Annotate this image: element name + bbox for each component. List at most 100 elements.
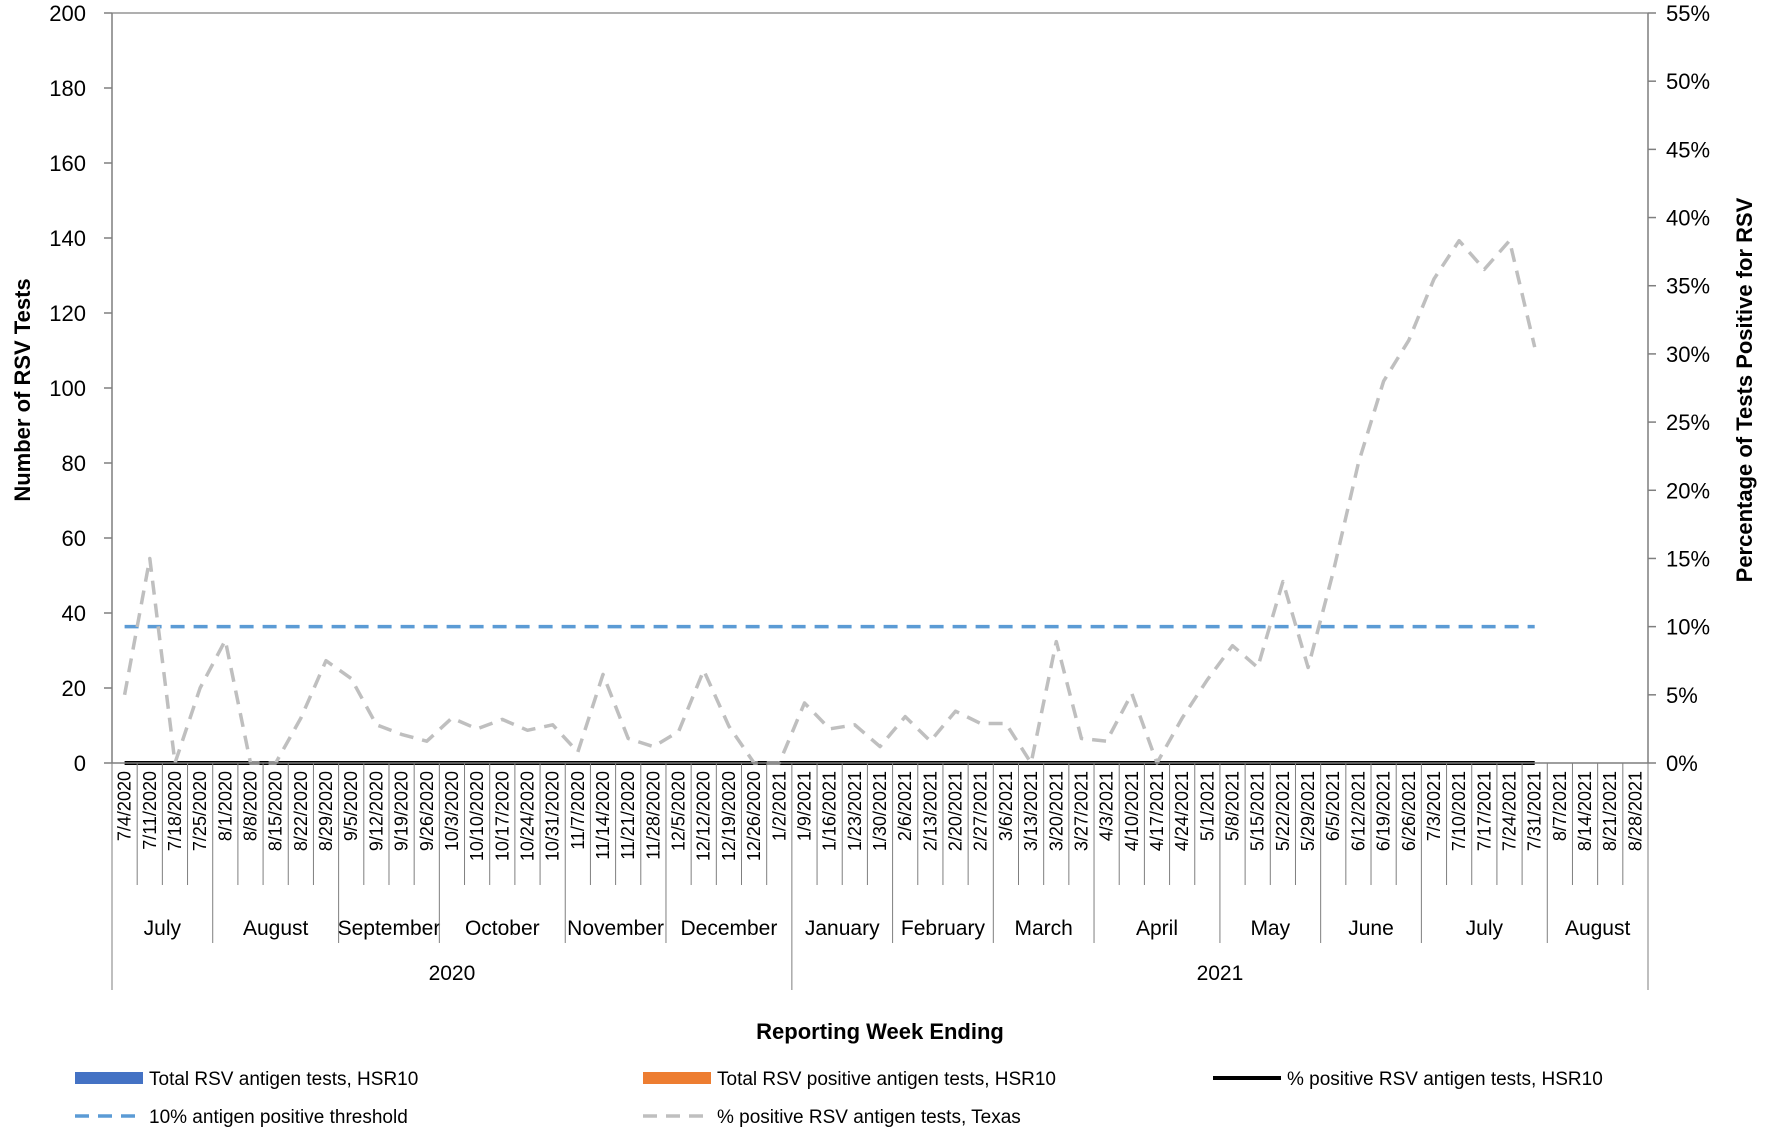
left-tick-label: 200 [49,1,86,26]
week-tick-label: 4/10/2021 [1122,771,1142,851]
week-tick-label: 8/15/2020 [266,771,286,851]
right-tick-label: 55% [1666,1,1710,26]
left-axis-ticks: 0 20 40 60 80 100 120 140 160 180 200 [49,1,112,776]
week-tick-label: 9/12/2020 [366,771,386,851]
legend-label: % positive RSV antigen tests, Texas [717,1107,1021,1127]
month-label: January [805,917,880,940]
week-tick-label: 6/19/2021 [1374,771,1394,851]
week-tick-label: 12/26/2020 [744,771,764,861]
right-tick-label: 40% [1666,206,1710,231]
week-tick-label: 8/8/2020 [240,771,260,841]
left-tick-label: 140 [49,226,86,251]
legend-item: Total RSV positive antigen tests, HSR10 [643,1069,1056,1090]
week-tick-label: 1/16/2021 [820,771,840,851]
week-tick-label: 7/18/2020 [165,771,185,851]
x-axis-month-labels: July August September October November Decemb… [111,885,1649,943]
week-tick-label: 5/1/2021 [1197,771,1217,841]
week-tick-label: 2/13/2021 [920,771,940,851]
week-tick-label: 5/29/2021 [1298,771,1318,851]
week-tick-label: 10/10/2020 [467,771,487,861]
y-axis-left-title: Number of RSV Tests [10,278,35,501]
right-tick-label: 10% [1666,615,1710,640]
week-tick-label: 7/24/2021 [1500,771,1520,851]
month-label: March [1014,917,1072,940]
week-tick-label: 1/2/2021 [769,771,789,841]
right-tick-label: 30% [1666,342,1710,367]
legend-label: % positive RSV antigen tests, HSR10 [1287,1069,1603,1090]
week-tick-label: 3/6/2021 [996,771,1016,841]
month-label: July [144,917,182,940]
line-series-layer [122,238,1537,765]
week-tick-label: 1/30/2021 [870,771,890,851]
week-tick-label: 7/31/2021 [1525,771,1545,851]
y-axis-right-title: Percentage of Tests Positive for RSV [1732,197,1757,582]
week-tick-label: 4/24/2021 [1172,771,1192,851]
week-tick-label: 10/31/2020 [543,771,563,861]
week-tick-label: 6/12/2021 [1348,771,1368,851]
legend-swatch [75,1072,143,1084]
week-tick-label: 2/27/2021 [971,771,991,851]
week-tick-label: 3/27/2021 [1071,771,1091,851]
week-tick-label: 6/5/2021 [1323,771,1343,841]
x-axis-year-labels: 2020 2021 [111,943,1649,990]
left-tick-label: 80 [62,451,86,476]
week-tick-label: 8/29/2020 [316,771,336,851]
right-tick-label: 35% [1666,274,1710,299]
x-axis-week-labels: 7/4/2020 7/11/2020 7/18/2020 7/25/2020 8/1/2… [111,763,1649,885]
week-tick-label: 9/5/2020 [341,771,361,841]
left-tick-label: 0 [74,751,86,776]
legend-label: Total RSV antigen tests, HSR10 [149,1069,418,1090]
week-tick-label: 7/25/2020 [190,771,210,851]
week-tick-label: 5/8/2021 [1223,771,1243,841]
week-tick-label: 9/19/2020 [392,771,412,851]
legend-label: 10% antigen positive threshold [149,1107,408,1127]
series-line [122,238,1537,765]
right-tick-label: 5% [1666,683,1698,708]
year-label: 2021 [1197,962,1244,985]
month-label: November [567,917,664,940]
week-tick-label: 10/17/2020 [492,771,512,861]
month-label: August [1565,917,1631,940]
week-tick-label: 11/7/2020 [568,771,588,850]
week-tick-label: 7/10/2021 [1449,771,1469,851]
legend-item: 10% antigen positive threshold [75,1107,408,1127]
month-label: June [1348,917,1394,940]
month-label: April [1136,917,1178,940]
week-tick-label: 2/20/2021 [946,771,966,851]
legend-item: % positive RSV antigen tests, Texas [643,1107,1021,1127]
month-label: September [338,917,441,940]
week-tick-label: 1/23/2021 [845,771,865,851]
week-tick-label: 5/15/2021 [1248,771,1268,851]
week-tick-label: 6/26/2021 [1399,771,1419,851]
left-tick-label: 120 [49,301,86,326]
week-tick-label: 11/28/2020 [643,771,663,860]
week-tick-label: 3/13/2021 [1021,771,1041,851]
right-tick-label: 20% [1666,478,1710,503]
week-tick-label: 2/6/2021 [895,771,915,841]
legend-label: Total RSV positive antigen tests, HSR10 [717,1069,1056,1090]
x-axis-title: Reporting Week Ending [756,1019,1004,1044]
week-tick-label: 5/22/2021 [1273,771,1293,851]
legend-item: % positive RSV antigen tests, HSR10 [1213,1069,1603,1090]
right-tick-label: 15% [1666,546,1710,571]
week-tick-label: 8/22/2020 [291,771,311,851]
right-axis-ticks: 0% 5% 10% 15% 20% 25% 30% 35% 40% 45% 50% 55% [1648,1,1710,776]
left-tick-label: 100 [49,376,86,401]
week-tick-label: 11/14/2020 [593,771,613,860]
axes-layer [111,12,1649,764]
week-tick-label: 8/21/2021 [1600,771,1620,851]
month-label: May [1250,917,1290,940]
month-label: July [1466,917,1504,940]
week-tick-label: 7/4/2020 [115,771,135,841]
week-tick-label: 10/3/2020 [442,771,462,851]
legend: Total RSV antigen tests, HSR10 Total RSV … [75,1069,1603,1127]
week-tick-label: 11/21/2020 [618,771,638,860]
week-tick-label: 8/7/2021 [1550,771,1570,841]
left-tick-label: 160 [49,151,86,176]
right-tick-label: 50% [1666,69,1710,94]
legend-item: Total RSV antigen tests, HSR10 [75,1069,418,1090]
week-tick-label: 1/9/2021 [794,771,814,841]
month-label: February [901,917,986,940]
week-tick-label: 4/17/2021 [1147,771,1167,851]
